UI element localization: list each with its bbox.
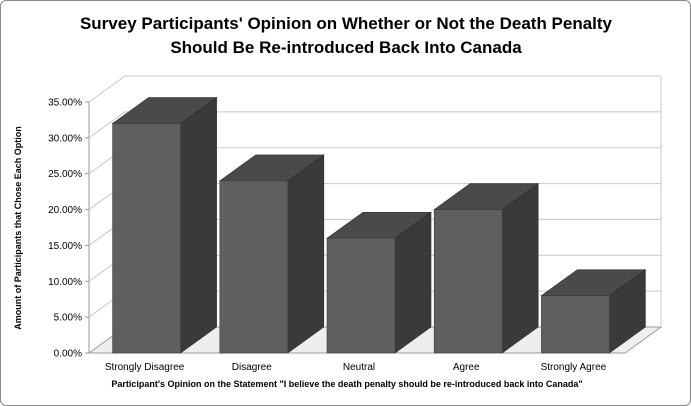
bar-side bbox=[180, 96, 217, 354]
y-tick-label: 20.00% bbox=[48, 205, 82, 216]
y-tick-label: 10.00% bbox=[48, 277, 82, 288]
bars bbox=[111, 96, 647, 354]
bar-disagree bbox=[218, 154, 325, 354]
x-axis-title: Participant's Opinion on the Statement "… bbox=[111, 379, 582, 389]
bar-front bbox=[112, 123, 181, 354]
y-tick-label: 0.00% bbox=[54, 349, 82, 360]
y-tick-label: 15.00% bbox=[48, 241, 82, 252]
bar-agree bbox=[433, 182, 540, 354]
y-tick-label: 25.00% bbox=[48, 169, 82, 180]
bar-front bbox=[326, 237, 396, 354]
x-axis-categories: Strongly Disagree Disagree Neutral Agree Str… bbox=[105, 362, 607, 373]
y-tick-label: 30.00% bbox=[48, 133, 82, 144]
y-axis-ticks: 0.00% 5.00% 10.00% 15.00% 20.00% 25.00% 30.00%… bbox=[48, 98, 89, 360]
gridline bbox=[88, 75, 661, 103]
x-category-label: Strongly Agree bbox=[541, 362, 607, 373]
bar-side bbox=[287, 154, 325, 354]
bar-front bbox=[219, 180, 289, 354]
x-category-label: Neutral bbox=[343, 362, 375, 373]
chart-title-line-1: Survey Participants' Opinion on Whether … bbox=[80, 14, 613, 33]
bar-front bbox=[433, 209, 503, 354]
bar-strongly-agree bbox=[540, 269, 647, 354]
x-category-label: Agree bbox=[453, 362, 480, 373]
y-tick-label: 5.00% bbox=[54, 313, 82, 324]
bar-neutral bbox=[326, 211, 432, 354]
x-category-label: Disagree bbox=[232, 362, 272, 373]
bar-strongly-disagree bbox=[111, 96, 218, 354]
gridline bbox=[88, 111, 661, 139]
bar-front bbox=[541, 295, 610, 354]
x-category-label: Strongly Disagree bbox=[105, 362, 185, 373]
chart-title-line-2: Should Be Re-introduced Back Into Canada bbox=[170, 38, 522, 57]
bar-side bbox=[501, 182, 539, 354]
y-tick-label: 35.00% bbox=[48, 98, 82, 109]
y-axis-title: Amount of Participants that Chose Each O… bbox=[13, 126, 23, 330]
